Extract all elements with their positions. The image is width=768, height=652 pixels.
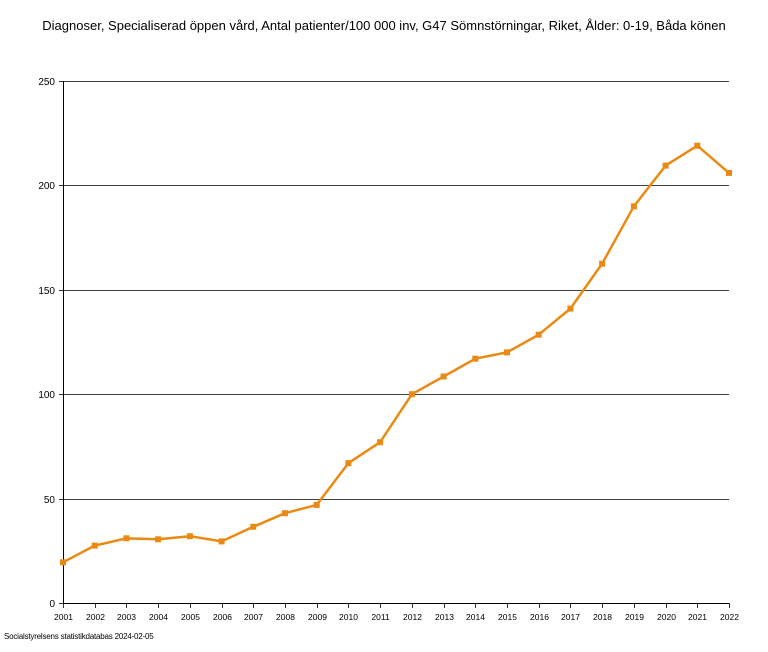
y-tick-labels: 0 50 100 150 200 250 [38, 77, 55, 610]
y-tick-label: 250 [38, 77, 55, 88]
y-tick-label: 100 [38, 390, 55, 401]
data-point [313, 501, 320, 508]
x-tick-label: 2015 [498, 612, 517, 622]
x-tick-label: 2014 [466, 612, 485, 622]
series [60, 142, 732, 566]
y-tick-label: 150 [38, 286, 55, 297]
data-point [440, 373, 447, 380]
data-point [726, 169, 732, 176]
data-point [504, 349, 510, 356]
data-point [282, 510, 288, 517]
x-tick-label: 2010 [339, 612, 358, 622]
data-point [250, 523, 257, 530]
data-point [377, 439, 384, 446]
x-tick-label: 2006 [213, 612, 232, 622]
y-tick-label: 0 [49, 599, 55, 610]
gridlines [63, 81, 729, 500]
x-tick-label: 2018 [593, 612, 612, 622]
x-tick-label: 2013 [435, 612, 454, 622]
x-tick-label: 2020 [657, 612, 676, 622]
x-tick-label: 2002 [86, 612, 105, 622]
data-point [186, 533, 193, 540]
chart-title: Diagnoser, Specialiserad öppen vård, Ant… [42, 18, 726, 33]
x-tick-label: 2004 [149, 612, 168, 622]
x-tick-label: 2016 [530, 612, 549, 622]
x-tick-label: 2007 [244, 612, 263, 622]
data-point [630, 203, 637, 210]
y-tick-label: 50 [44, 495, 56, 506]
series-line [62, 144, 730, 564]
x-tick-label: 2011 [371, 612, 390, 622]
data-point [472, 355, 479, 362]
source-note: Socialstyrelsens statistikdatabas 2024-0… [4, 632, 154, 641]
data-point [567, 305, 574, 312]
data-point [535, 331, 542, 338]
data-point [694, 142, 701, 149]
x-tick-label: 2012 [403, 612, 422, 622]
axes [59, 81, 730, 608]
data-point [91, 542, 98, 549]
x-tick-label: 2008 [276, 612, 295, 622]
x-tick-label: 2017 [561, 612, 580, 622]
data-point [599, 260, 606, 267]
data-point [345, 460, 352, 467]
x-tick-label: 2003 [117, 612, 136, 622]
x-tick-label: 2009 [308, 612, 327, 622]
x-tick-labels: 2001 2002 2003 2004 2005 2006 2007 2008 2009 2010… [54, 612, 739, 622]
data-point [218, 538, 225, 545]
data-point [123, 535, 130, 542]
y-tick-label: 200 [38, 181, 55, 192]
data-point [60, 559, 66, 566]
x-tick-label: 2021 [688, 612, 707, 622]
data-point [408, 391, 415, 398]
x-tick-label: 2001 [54, 612, 73, 622]
data-point [662, 162, 669, 169]
x-tick-label: 2005 [181, 612, 200, 622]
x-tick-label: 2019 [625, 612, 644, 622]
data-point [155, 536, 162, 543]
x-tick-label: 2022 [720, 612, 739, 622]
